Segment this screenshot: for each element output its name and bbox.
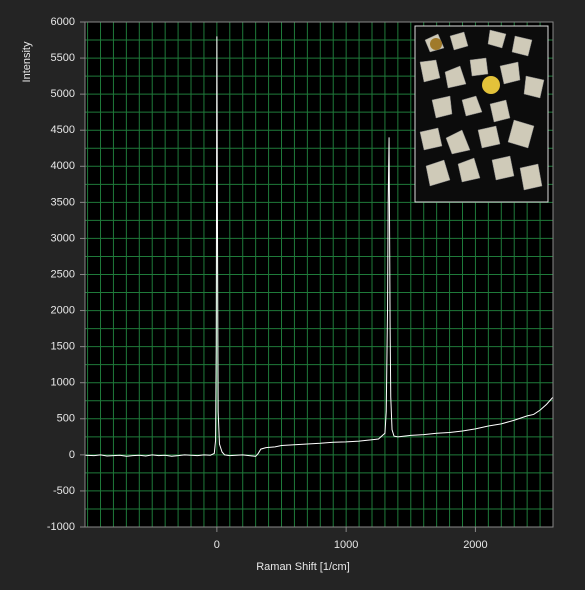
x-tick-label: 0 <box>214 539 220 551</box>
x-tick-label: 2000 <box>463 539 487 551</box>
y-tick-label: 5500 <box>51 52 75 64</box>
y-tick-label: 1500 <box>51 341 75 353</box>
y-tick-label: 3500 <box>51 196 75 208</box>
spectrum-line <box>84 36 554 457</box>
y-tick-label: 5000 <box>51 88 75 100</box>
y-tick-label: 500 <box>57 413 75 425</box>
y-tick-label: 0 <box>69 449 75 461</box>
x-axis-label: Raman Shift [1/cm] <box>256 561 350 573</box>
y-tick-label: 2500 <box>51 268 75 280</box>
y-axis-label: Intensity <box>21 41 33 82</box>
y-tick-label: 2000 <box>51 304 75 316</box>
y-tick-label: 6000 <box>51 16 75 28</box>
x-tick-label: 1000 <box>334 539 358 551</box>
inset-photo <box>414 25 549 203</box>
y-tick-label: 3000 <box>51 232 75 244</box>
y-tick-label: -500 <box>53 485 75 497</box>
y-tick-label: 1000 <box>51 377 75 389</box>
y-tick-label: -1000 <box>47 521 75 533</box>
y-tick-label: 4000 <box>51 160 75 172</box>
y-tick-label: 4500 <box>51 124 75 136</box>
